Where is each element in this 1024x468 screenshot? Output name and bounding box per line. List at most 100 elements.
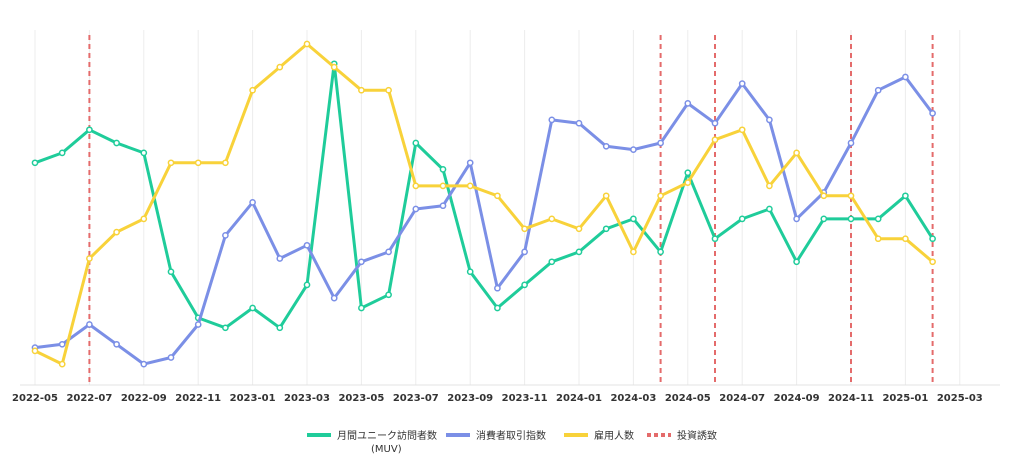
data-point: [929, 258, 936, 266]
data-point: [738, 80, 746, 87]
data-point: [330, 294, 338, 302]
data-point: [466, 182, 474, 190]
data-point: [738, 215, 746, 223]
x-axis: 2022-05 2022-07 2022-09 2022-11 2023-01 2023-…: [12, 384, 1000, 404]
data-point: [303, 281, 311, 289]
data-point: [86, 255, 93, 262]
data-point: [222, 159, 229, 167]
series-2: [31, 73, 936, 368]
data-point: [276, 255, 284, 262]
data-point: [602, 225, 610, 233]
data-point: [58, 149, 66, 157]
data-point: [902, 235, 909, 243]
data-point: [58, 340, 66, 348]
data-point: [140, 149, 148, 157]
data-point: [602, 142, 610, 150]
data-point: [86, 126, 93, 134]
data-point: [929, 109, 936, 117]
data-point: [439, 202, 447, 210]
series-lines: [31, 40, 936, 368]
data-point: [222, 232, 229, 239]
data-point: [303, 40, 311, 48]
data-point: [548, 258, 556, 266]
data-point: [412, 182, 420, 190]
data-point: [249, 304, 256, 312]
x-tick-label: 2025-01: [882, 393, 928, 404]
data-point: [766, 205, 773, 213]
data-point: [630, 146, 637, 153]
series-line: [33, 42, 935, 366]
data-point: [847, 192, 855, 200]
data-point: [31, 347, 39, 355]
data-point: [820, 215, 828, 223]
data-point: [820, 192, 828, 200]
data-point: [874, 215, 882, 223]
x-tick-label: 2024-05: [665, 393, 711, 404]
data-point: [684, 100, 692, 107]
data-point: [113, 139, 120, 147]
data-point: [358, 258, 365, 266]
data-point: [657, 139, 664, 147]
legend: 月間ユニーク訪問者数 (MUV) 消費者取引指数 雇用人数 投資誘致: [307, 429, 717, 455]
data-point: [86, 321, 93, 328]
x-tick-label: 2023-03: [284, 393, 330, 404]
x-tick-label: 2023-07: [393, 393, 439, 404]
data-point: [711, 119, 719, 127]
data-point: [31, 159, 39, 167]
data-point: [222, 324, 229, 332]
data-point: [276, 63, 284, 71]
data-point: [385, 291, 392, 299]
x-tick-label: 2024-07: [719, 393, 765, 404]
data-point: [113, 228, 120, 236]
data-point: [439, 166, 447, 173]
data-point: [575, 248, 583, 256]
legend-label-sub: (MUV): [371, 444, 402, 455]
reference-lines: [88, 35, 934, 385]
data-point: [902, 73, 909, 81]
legend-item-4: 投資誘致: [647, 429, 717, 442]
x-tick-label: 2022-11: [175, 393, 221, 404]
series-1: [31, 60, 936, 332]
x-tick-label: 2022-05: [12, 393, 58, 404]
x-tick-label: 2024-09: [774, 393, 820, 404]
data-point: [521, 248, 528, 256]
x-tick-label: 2024-01: [556, 393, 602, 404]
data-point: [602, 192, 610, 200]
data-point: [548, 116, 556, 124]
data-point: [929, 235, 936, 243]
data-point: [58, 360, 66, 368]
data-point: [874, 235, 882, 243]
grid-lines: [34, 30, 961, 385]
x-tick-label: 2023-01: [230, 393, 276, 404]
data-point: [847, 139, 855, 147]
data-point: [521, 281, 528, 289]
data-point: [766, 182, 773, 190]
data-point: [466, 159, 474, 167]
data-point: [575, 119, 583, 127]
data-point: [711, 136, 719, 144]
series-line: [33, 62, 935, 330]
data-point: [738, 126, 746, 134]
data-point: [358, 304, 365, 312]
legend-item-3: 雇用人数: [564, 429, 634, 442]
data-point: [439, 182, 447, 190]
data-point: [385, 86, 392, 94]
data-point: [766, 116, 773, 124]
data-point: [494, 192, 501, 200]
data-point: [630, 248, 637, 256]
x-tick-label: 2022-09: [121, 393, 167, 404]
data-point: [167, 159, 175, 167]
data-point: [793, 258, 800, 266]
data-point: [194, 159, 202, 167]
x-tick-label: 2024-03: [610, 393, 656, 404]
data-point: [575, 225, 583, 233]
x-tick-label: 2023-11: [502, 393, 548, 404]
data-point: [711, 235, 719, 243]
data-point: [358, 86, 365, 94]
data-point: [303, 241, 311, 249]
legend-item-2: 消費者取引指数: [446, 429, 546, 442]
x-tick-label: 2022-07: [66, 393, 112, 404]
x-tick-label: 2024-11: [828, 393, 874, 404]
data-point: [113, 340, 120, 348]
